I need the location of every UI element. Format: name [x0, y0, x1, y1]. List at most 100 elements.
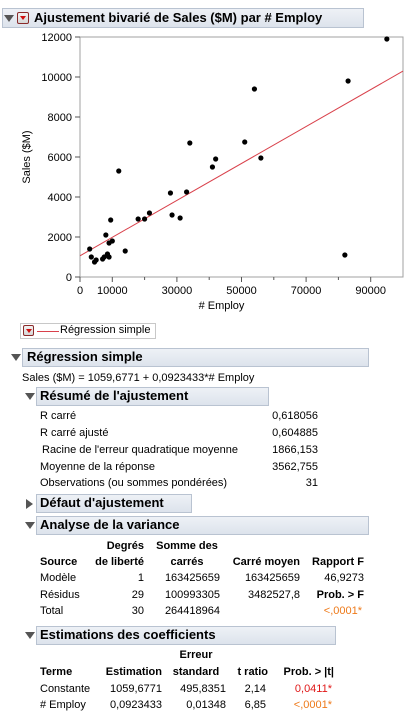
data-point [167, 190, 174, 196]
anova-df-total: 30 [131, 605, 144, 617]
y-tick-label: 4000 [48, 192, 72, 204]
data-point [251, 86, 258, 92]
report-header [2, 8, 364, 28]
est-term-constant: Constante [40, 683, 91, 695]
scatter-plot: 0 2000 4000 6000 8000 10000 12000 0 10000 30000 50… [21, 32, 404, 312]
data-point [177, 215, 183, 221]
data-point [345, 78, 351, 84]
est-p-constant: 0,0411* [294, 683, 332, 695]
lack-of-fit-header [36, 494, 192, 513]
fit-summary-title: Résumé de l'ajustement [40, 388, 189, 403]
est-col-est: Estimation [105, 666, 162, 678]
x-tick-label: 10000 [97, 285, 128, 297]
estimates-header [36, 626, 336, 645]
collapse-anova-icon[interactable] [25, 522, 35, 529]
y-tick-label: 8000 [48, 112, 72, 124]
data-point [109, 238, 115, 244]
est-est-employ: 0,0923433 [110, 699, 162, 711]
data-point [108, 217, 114, 223]
data-point [384, 36, 390, 42]
fit-label-rsq: R carré [40, 410, 77, 422]
anova-title: Analyse de la variance [40, 517, 180, 532]
x-tick-label: 90000 [355, 285, 386, 297]
anova-col-f: Rapport F [312, 556, 364, 568]
data-point [87, 246, 93, 252]
est-p-employ: <,0001* [293, 699, 332, 711]
est-t-employ: 6,85 [244, 699, 266, 711]
legend-line [37, 331, 59, 332]
data-point [258, 155, 264, 161]
regression-header [22, 348, 369, 367]
anova-col-df-2: de liberté [95, 556, 144, 568]
est-err-employ: 0,01348 [186, 699, 226, 711]
fit-line [79, 70, 404, 257]
x-tick-label: 30000 [162, 285, 193, 297]
anova-col-ms: Carré moyen [232, 556, 300, 568]
collapse-estimates-icon[interactable] [25, 632, 35, 639]
y-tick-label: 2000 [48, 232, 72, 244]
anova-prob-f-value: <,0001* [323, 605, 362, 617]
anova-col-ss-1: Somme des [156, 540, 218, 552]
lack-of-fit-title: Défaut d'ajustement [40, 495, 164, 510]
fit-value-mean: 3562,755 [272, 461, 318, 473]
data-point [93, 257, 99, 263]
data-point [183, 189, 190, 195]
regression-equation: Sales ($M) = 1059,6771 + 0,0923433*# Emp… [22, 372, 255, 384]
data-point [146, 210, 153, 216]
data-point [213, 156, 219, 162]
est-col-term: Terme [40, 666, 73, 678]
anova-ms-residual: 3482527,8 [248, 589, 300, 601]
expand-lack-of-fit-icon[interactable] [26, 499, 33, 509]
x-tick-label: 0 [77, 285, 83, 297]
est-est-constant: 1059,6771 [110, 683, 162, 695]
data-point [209, 164, 216, 170]
plot-frame [79, 36, 404, 278]
anova-f-model: 46,9273 [324, 572, 364, 584]
anova-prob-f-label: Prob. > F [316, 589, 364, 601]
data-point [116, 168, 122, 174]
anova-ss-model: 163425659 [164, 572, 220, 584]
anova-ss-residual: 100993305 [164, 589, 220, 601]
y-tick-label: 0 [66, 272, 72, 284]
est-col-t: t ratio [237, 666, 268, 678]
collapse-regression-icon[interactable] [11, 354, 21, 361]
fit-label-adj-rsq: R carré ajusté [40, 427, 109, 439]
data-point [103, 232, 109, 238]
y-tick-label: 10000 [41, 72, 72, 84]
legend-box [20, 323, 156, 339]
est-col-err-2: standard [172, 666, 220, 678]
data-point [187, 140, 193, 146]
est-col-p: Prob. > |t| [283, 666, 334, 678]
x-axis-label: # Employ [199, 300, 245, 312]
fit-label-rmse: Racine de l'erreur quadratique moyenne [42, 444, 238, 456]
est-err-constant: 495,8351 [180, 683, 226, 695]
y-tick-label: 12000 [41, 32, 72, 44]
estimates-title: Estimations des coefficients [40, 627, 216, 642]
x-tick-label: 70000 [291, 285, 322, 297]
anova-source-total: Total [40, 605, 64, 617]
collapse-report-icon[interactable] [4, 15, 14, 22]
anova-col-ss-2: carrés [170, 556, 204, 568]
report-title: Ajustement bivarié de Sales ($M) par # E… [34, 10, 323, 25]
y-tick-label: 6000 [48, 152, 72, 164]
anova-ss-total: 264418964 [164, 605, 220, 617]
collapse-fit-summary-icon[interactable] [25, 393, 35, 400]
y-axis-label: Sales ($M) [21, 130, 33, 183]
data-point [122, 248, 128, 254]
est-term-employ: # Employ [40, 699, 86, 711]
data-point [169, 212, 175, 218]
fit-value-obs: 31 [305, 477, 318, 489]
x-tick-label: 50000 [226, 285, 257, 297]
anova-col-df-1: Degrés [106, 540, 144, 552]
report-menu-button[interactable] [17, 12, 29, 24]
regression-title: Régression simple [27, 349, 143, 364]
fit-menu-button[interactable] [23, 325, 34, 336]
data-point [106, 254, 112, 260]
data-point [242, 139, 248, 145]
anova-source-model: Modèle [40, 572, 77, 584]
anova-ms-model: 163425659 [244, 572, 300, 584]
fit-value-adj-rsq: 0,604885 [272, 427, 318, 439]
est-col-err-1: Erreur [179, 649, 213, 661]
data-point [88, 254, 94, 260]
anova-df-residual: 29 [131, 589, 144, 601]
